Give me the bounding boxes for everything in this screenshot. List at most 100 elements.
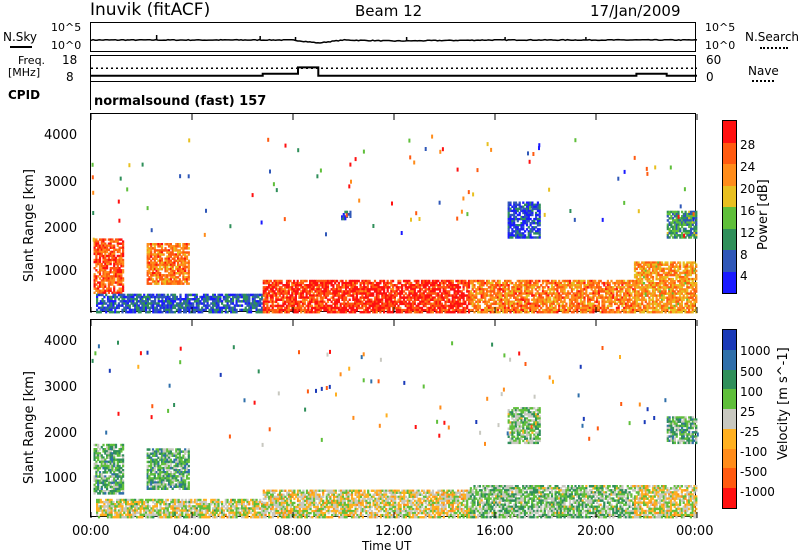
- power-cell: [504, 294, 507, 297]
- power-cell: [664, 304, 667, 308]
- power-cell: [379, 298, 382, 301]
- power-cell: [491, 286, 494, 289]
- power-cell: [651, 298, 655, 302]
- power-cell: [344, 215, 347, 218]
- power-cell: [178, 278, 181, 281]
- power-cell: [444, 296, 447, 299]
- power-cell: [599, 286, 602, 289]
- power-cell: [428, 281, 431, 285]
- power-cell: [496, 296, 499, 299]
- power-cell: [453, 286, 456, 289]
- power-cell: [359, 310, 362, 314]
- power-cell: [168, 255, 171, 258]
- power-cell: [509, 219, 512, 223]
- power-cell: [271, 292, 274, 295]
- power-cell: [511, 217, 514, 221]
- power-cell: [162, 274, 165, 277]
- power-cell: [105, 310, 108, 314]
- power-cell: [319, 296, 322, 299]
- power-cell: [153, 280, 156, 283]
- power-cell: [455, 296, 458, 299]
- power-cell: [655, 284, 658, 287]
- power-cell: [350, 284, 353, 287]
- power-cell: [552, 310, 555, 314]
- power-cell: [666, 234, 669, 237]
- power-cell: [525, 290, 528, 293]
- power-cell: [660, 269, 664, 273]
- power-cell: [186, 295, 189, 299]
- power-cell: [540, 302, 543, 306]
- power-cell: [538, 224, 541, 227]
- power-cell: [177, 263, 180, 267]
- power-cell: [120, 260, 123, 264]
- power-cell: [677, 296, 680, 299]
- power-cell: [659, 290, 662, 293]
- power-cell: [178, 263, 181, 267]
- power-cell: [617, 286, 620, 289]
- power-cell: [666, 215, 669, 218]
- power-cell: [310, 294, 313, 297]
- power-cell: [639, 277, 642, 281]
- power-cell: [285, 279, 289, 283]
- power-cell: [201, 295, 204, 299]
- power-cell: [480, 279, 483, 283]
- power-cell: [641, 290, 644, 293]
- power-cell: [193, 295, 197, 299]
- power-cell: [655, 275, 658, 279]
- power-cell: [588, 279, 591, 283]
- power-cell: [587, 302, 590, 306]
- power-cell: [155, 255, 158, 258]
- power-cell: [121, 300, 124, 303]
- power-cell: [538, 292, 541, 295]
- power-cell: [282, 296, 285, 299]
- power-cell: [150, 267, 153, 271]
- power-cell: [655, 273, 658, 277]
- power-cell: [146, 293, 149, 297]
- power-cell: [550, 302, 554, 306]
- power-cell: [316, 304, 319, 308]
- power-cell: [155, 304, 158, 307]
- power-cell: [169, 261, 172, 265]
- power-cell: [307, 306, 310, 310]
- power-cell: [675, 304, 678, 308]
- power-cell: [316, 284, 319, 287]
- power-cell: [139, 302, 142, 305]
- power-cell: [570, 302, 573, 306]
- power-cell: [646, 288, 649, 291]
- power-cell: [518, 207, 521, 211]
- freq-left-tick-bottom: 8: [66, 70, 74, 84]
- power-cell: [650, 292, 653, 295]
- power-cell: [107, 262, 110, 266]
- power-cell: [509, 300, 512, 304]
- power-cell: [413, 290, 416, 293]
- power-cell: [363, 286, 366, 289]
- power-cell: [419, 294, 422, 297]
- power-cell: [287, 310, 290, 314]
- power-cell: [482, 288, 485, 291]
- power-cell: [97, 262, 100, 266]
- power-cell: [455, 279, 458, 283]
- power-cell: [185, 247, 189, 250]
- power-cell: [637, 265, 640, 268]
- power-cell: [644, 286, 647, 289]
- power-cell: [675, 210, 678, 214]
- power-cell: [621, 300, 624, 304]
- power-cell: [491, 296, 494, 299]
- power-cell: [672, 219, 675, 222]
- power-cell: [325, 292, 328, 295]
- power-cell: [518, 298, 521, 301]
- power-cell: [402, 300, 406, 304]
- power-cell: [178, 253, 181, 256]
- power-cell: [336, 284, 339, 287]
- power-cell: [233, 293, 236, 297]
- power-cell: [118, 271, 121, 274]
- power-cell: [181, 302, 184, 305]
- power-cell: [93, 279, 96, 282]
- power-cell: [153, 251, 156, 254]
- power-cell: [632, 288, 635, 291]
- power-cell: [514, 290, 517, 293]
- power-cell: [462, 288, 465, 291]
- power-cell: [330, 308, 333, 312]
- power-cell: [120, 283, 123, 286]
- power-cell: [480, 308, 483, 312]
